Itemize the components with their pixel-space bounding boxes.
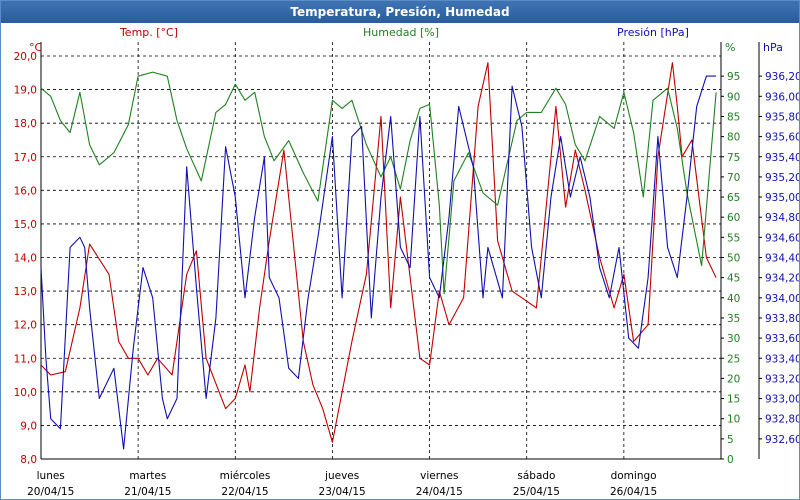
temp-tick-label: 12,0 [14,320,37,332]
hum-tick-label: 35 [727,313,740,325]
temp-axis-unit: °C [29,41,43,54]
x-tick-date: 21/04/15 [124,486,171,498]
hum-tick-label: 65 [727,192,740,204]
pres-tick-label: 933,80 [765,313,799,325]
temp-tick-label: 17,0 [14,152,37,164]
temp-tick-label: 20,0 [14,51,37,63]
hum-tick-label: 20 [727,373,740,385]
temp-tick-label: 14,0 [14,253,37,265]
hum-tick-label: 95 [727,71,740,83]
hum-tick-label: 10 [727,414,740,426]
x-tick-day: jueves [324,470,359,482]
temp-tick-label: 8,0 [20,454,37,466]
pres-axis-unit: hPa [763,41,783,54]
temp-tick-label: 18,0 [14,118,37,130]
hum-axis-unit: % [725,41,735,54]
x-tick-date: 20/04/15 [27,486,74,498]
pres-tick-label: 935,00 [765,192,799,204]
hum-tick-label: 80 [727,132,740,144]
hum-tick-label: 0 [727,454,734,466]
x-tick-date: 24/04/15 [416,486,463,498]
hum-tick-label: 85 [727,111,740,123]
pres-tick-label: 933,20 [765,373,799,385]
x-tick-day: lunes [37,470,65,482]
hum-tick-label: 70 [727,172,740,184]
hum-tick-label: 45 [727,273,740,285]
hum-tick-label: 15 [727,394,740,406]
pres-tick-label: 934,00 [765,293,799,305]
humidity-line [40,71,717,295]
temp-tick-label: 16,0 [14,185,37,197]
x-tick-day: miércoles [220,470,271,482]
temperature-line [40,62,717,443]
hum-axis-label: Humedad [%] [363,26,439,39]
pres-tick-label: 934,20 [765,273,799,285]
pres-axis-label: Presión [hPa] [617,26,689,39]
temp-tick-label: 15,0 [14,219,37,231]
x-tick-day: domingo [611,470,657,482]
x-tick-day: martes [129,470,166,482]
temp-tick-label: 11,0 [14,353,37,365]
pres-tick-label: 935,40 [765,152,799,164]
temp-tick-label: 9,0 [20,420,37,432]
hum-tick-label: 5 [727,434,734,446]
pres-tick-label: 935,80 [765,111,799,123]
temp-tick-label: 13,0 [14,286,37,298]
pres-tick-label: 935,60 [765,132,799,144]
pres-tick-label: 934,60 [765,232,799,244]
pressure-line [40,75,717,450]
x-tick-day: viernes [420,470,458,482]
hum-tick-label: 90 [727,91,740,103]
pres-tick-label: 936,20 [765,71,799,83]
hum-tick-label: 30 [727,333,740,345]
pres-tick-label: 933,40 [765,353,799,365]
hum-tick-label: 60 [727,212,740,224]
pres-tick-label: 936,00 [765,91,799,103]
pres-tick-label: 933,00 [765,394,799,406]
temp-axis-label: Temp. [°C] [119,26,178,39]
temp-tick-label: 19,0 [14,85,37,97]
hum-tick-label: 50 [727,253,740,265]
x-tick-date: 26/04/15 [610,486,657,498]
pres-tick-label: 934,40 [765,253,799,265]
hum-tick-label: 25 [727,353,740,365]
pres-tick-label: 933,60 [765,333,799,345]
hum-tick-label: 40 [727,293,740,305]
x-tick-date: 25/04/15 [513,486,560,498]
pres-tick-label: 932,80 [765,414,799,426]
x-tick-day: sábado [517,470,555,482]
pres-tick-label: 934,80 [765,212,799,224]
chart-title: Temperatura, Presión, Humedad [1,1,799,23]
pres-tick-label: 932,60 [765,434,799,446]
x-tick-date: 23/04/15 [319,486,366,498]
pres-tick-label: 935,20 [765,172,799,184]
hum-tick-label: 55 [727,232,740,244]
hum-tick-label: 75 [727,152,740,164]
temp-tick-label: 10,0 [14,387,37,399]
x-tick-date: 22/04/15 [221,486,268,498]
